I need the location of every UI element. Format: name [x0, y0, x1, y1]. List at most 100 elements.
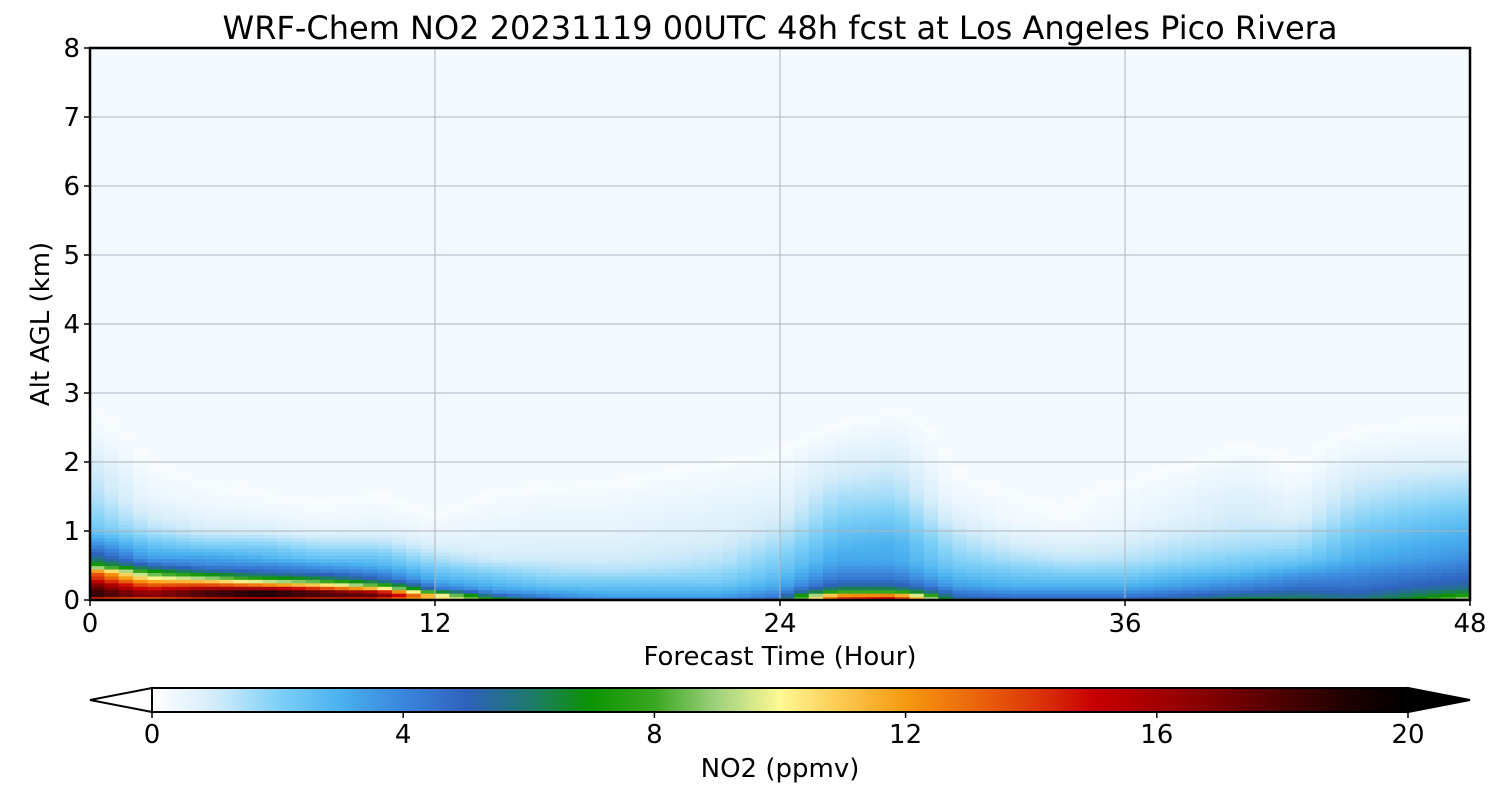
field-cell — [837, 558, 853, 563]
field-cell — [780, 586, 795, 591]
field-cell — [636, 499, 652, 504]
field-cell — [535, 531, 551, 536]
field-cell — [90, 582, 105, 587]
field-cell — [1125, 541, 1140, 546]
field-cell — [808, 437, 824, 442]
field-cell — [1355, 493, 1370, 498]
field-cell — [118, 527, 134, 532]
field-cell — [118, 593, 134, 598]
field-cell — [1326, 562, 1342, 567]
field-cell — [1168, 541, 1184, 546]
field-cell — [348, 562, 364, 567]
field-cell — [1110, 589, 1126, 594]
field-cell — [291, 551, 307, 556]
field-cell — [621, 541, 637, 546]
field-cell — [1268, 465, 1284, 470]
field-cell — [104, 517, 120, 522]
field-cell — [449, 506, 465, 511]
field-cell — [909, 430, 925, 435]
field-cell — [1211, 558, 1227, 563]
field-cell — [1081, 575, 1097, 580]
field-cell — [233, 534, 249, 539]
field-cell — [1053, 596, 1069, 601]
field-cell — [363, 596, 379, 601]
field-cell — [1139, 572, 1155, 577]
field-cell — [320, 575, 335, 580]
field-cell — [1225, 593, 1241, 598]
field-cell — [1355, 479, 1370, 484]
field-cell — [578, 506, 594, 511]
field-cell — [823, 544, 839, 549]
field-cell — [780, 503, 795, 508]
field-cell — [219, 493, 235, 498]
field-cell — [1355, 496, 1370, 501]
field-cell — [90, 510, 105, 515]
field-cell — [837, 520, 853, 525]
field-cell — [205, 506, 220, 511]
field-cell — [736, 582, 752, 587]
field-cell — [1383, 430, 1399, 435]
field-cell — [90, 544, 105, 549]
field-cell — [909, 479, 925, 484]
field-cell — [880, 586, 896, 591]
field-cell — [765, 510, 781, 515]
field-cell — [722, 496, 738, 501]
field-cell — [1326, 544, 1342, 549]
field-cell — [262, 589, 278, 594]
field-cell — [794, 510, 810, 515]
field-cell — [1038, 503, 1054, 508]
field-cell — [176, 493, 192, 498]
field-cell — [104, 486, 120, 491]
field-cell — [895, 565, 910, 570]
field-cell — [693, 499, 709, 504]
field-cell — [708, 548, 724, 553]
field-cell — [147, 513, 163, 518]
field-cell — [1110, 503, 1126, 508]
field-cell — [851, 468, 867, 473]
field-cell — [320, 506, 335, 511]
field-cell — [521, 548, 537, 553]
field-cell — [1196, 482, 1212, 487]
field-cell — [176, 572, 192, 577]
field-cell — [190, 544, 206, 549]
field-cell — [377, 493, 393, 498]
field-cell — [1283, 551, 1299, 556]
field-cell — [176, 527, 192, 532]
field-cell — [808, 489, 824, 494]
field-cell — [1355, 437, 1370, 442]
field-cell — [1254, 503, 1270, 508]
field-cell — [564, 493, 580, 498]
field-cell — [765, 524, 781, 529]
field-cell — [535, 589, 551, 594]
field-cell — [909, 572, 925, 577]
field-cell — [1053, 551, 1069, 556]
field-cell — [1398, 568, 1414, 573]
field-cell — [1196, 548, 1212, 553]
field-cell — [1398, 493, 1414, 498]
field-cell — [1268, 458, 1284, 463]
field-cell — [406, 586, 422, 591]
field-cell — [118, 517, 134, 522]
field-cell — [535, 541, 551, 546]
field-cell — [1125, 544, 1140, 549]
field-cell — [923, 579, 939, 584]
field-cell — [1426, 551, 1442, 556]
field-cell — [981, 586, 997, 591]
field-cell — [1196, 496, 1212, 501]
field-cell — [621, 551, 637, 556]
field-cell — [435, 534, 450, 539]
field-cell — [1211, 572, 1227, 577]
field-cell — [1340, 572, 1356, 577]
field-cell — [650, 531, 666, 536]
field-cell — [1412, 475, 1428, 480]
field-cell — [938, 451, 954, 456]
field-cell — [636, 551, 652, 556]
field-cell — [564, 558, 580, 563]
field-cell — [1211, 451, 1227, 456]
field-cell — [708, 593, 724, 598]
field-cell — [1283, 575, 1299, 580]
field-cell — [1067, 568, 1083, 573]
field-cell — [808, 551, 824, 556]
field-cell — [1182, 486, 1198, 491]
field-cell — [981, 589, 997, 594]
